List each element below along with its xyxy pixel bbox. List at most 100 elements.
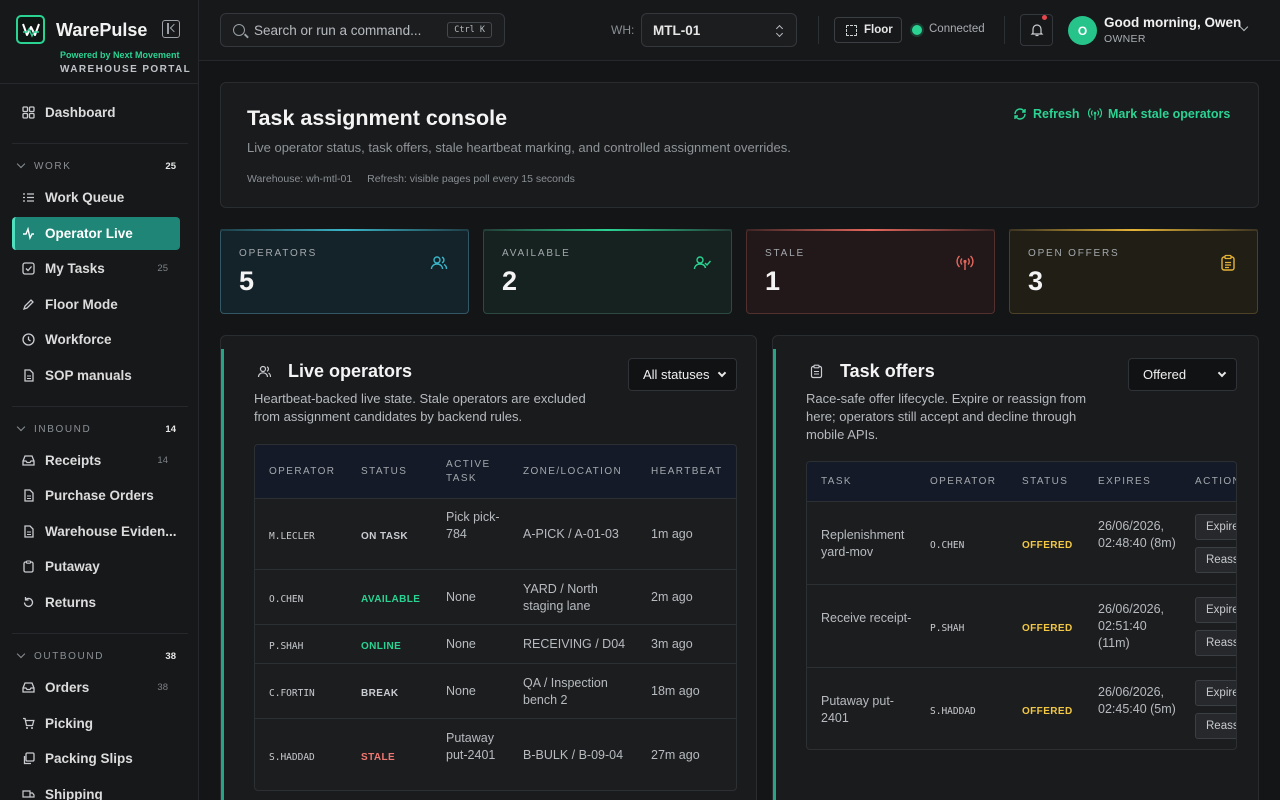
sidebar-item-returns[interactable]: Returns [12, 586, 180, 619]
sidebar-item-my-tasks[interactable]: My Tasks 25 [12, 252, 180, 285]
panel-description: Heartbeat-backed live state. Stale opera… [254, 391, 586, 424]
stat-card-open-offers: OPEN OFFERS 3 [1009, 229, 1258, 314]
section-title: INBOUND [34, 423, 92, 435]
mark-stale-label: Mark stale operators [1108, 107, 1231, 121]
check-square-icon [22, 262, 35, 275]
sidebar-item-label: Warehouse Eviden... [45, 524, 177, 539]
heartbeat: 3m ago [651, 637, 693, 651]
column-header: OPERATOR [269, 466, 336, 477]
chevron-down-icon [1217, 368, 1227, 378]
inbox-icon [22, 454, 35, 467]
offer-status-value: Offered [1143, 367, 1187, 382]
warehouse-meta: Warehouse: wh-mtl-01 [247, 173, 353, 185]
column-header: ZONE/LOCATION [523, 466, 623, 477]
floor-button[interactable]: Floor [834, 17, 902, 43]
reassign-button[interactable]: Reassign [1195, 712, 1236, 739]
inbox-icon [22, 681, 35, 694]
task-name: Replenishment yard-mov [821, 527, 905, 559]
collapse-sidebar-icon[interactable] [162, 20, 180, 38]
stat-card-operators: OPERATORS 5 [220, 229, 469, 314]
operator-name: P.SHAH [269, 641, 304, 652]
table-row: S.HADDAD STALE Putaway put-2401 B-BULK / B-… [255, 719, 736, 790]
topbar: Search or run a command... Ctrl K WH: MT… [199, 0, 1280, 61]
live-operators-panel: Live operators Heartbeat-backed live sta… [220, 335, 757, 800]
stat-label: OPERATORS [239, 248, 318, 259]
stat-label: OPEN OFFERS [1028, 248, 1120, 259]
refresh-meta: Refresh: visible pages poll every 15 sec… [367, 173, 575, 185]
powered-by: Powered by Next Movement [60, 50, 180, 60]
sidebar-item-dashboard[interactable]: Dashboard [12, 96, 180, 129]
document-icon [22, 525, 35, 538]
brand-name: WarePulse [56, 20, 148, 40]
return-icon [22, 596, 35, 609]
sidebar-item-label: Packing Slips [45, 751, 133, 766]
reassign-button[interactable]: Reassign [1195, 546, 1236, 573]
column-header: EXPIRES [1098, 476, 1152, 487]
zone-location: B-BULK / B-09-04 [523, 748, 624, 762]
stat-label: STALE [765, 248, 805, 259]
expire-button[interactable]: Expire [1195, 679, 1236, 706]
sidebar-item-receipts[interactable]: Receipts 14 [12, 444, 180, 477]
grid-icon [22, 106, 35, 119]
connection-status: Connected [929, 23, 985, 35]
section-outbound[interactable]: OUTBOUND 38 [16, 648, 176, 664]
sidebar-item-purchase-orders[interactable]: Purchase Orders [12, 479, 180, 512]
sidebar-item-workforce[interactable]: Workforce [12, 323, 180, 356]
sidebar-item-operator-live[interactable]: Operator Live [12, 217, 180, 250]
greeting-prefix: Good morning, [1104, 15, 1205, 30]
floor-label: Floor [864, 24, 893, 36]
heartbeat: 18m ago [651, 684, 700, 698]
section-count: 25 [165, 160, 176, 172]
refresh-button[interactable]: Refresh [1013, 107, 1080, 121]
users-icon [257, 365, 272, 378]
zone-location: RECEIVING / D04 [523, 637, 626, 651]
notifications-button[interactable] [1020, 14, 1053, 46]
avatar[interactable]: O [1068, 16, 1097, 45]
operator-name: O.CHEN [930, 540, 965, 551]
refresh-icon [1014, 108, 1026, 120]
task-name: Putaway put-2401 [821, 693, 894, 725]
table-row: C.FORTIN BREAK None QA / Inspection bench 2… [255, 664, 736, 719]
stat-card-available: AVAILABLE 2 [483, 229, 732, 314]
table-row: Putaway put-2401 S.HADDAD OFFERED 26/06/202… [807, 668, 1236, 749]
expire-button[interactable]: Expire [1195, 596, 1236, 623]
status-badge: BREAK [361, 688, 399, 699]
warepulse-logo[interactable] [16, 15, 45, 44]
sidebar-item-picking[interactable]: Picking [12, 707, 180, 740]
sidebar-item-floor-mode[interactable]: Floor Mode [12, 288, 180, 321]
portal-label: WAREHOUSE PORTAL [60, 64, 192, 75]
sidebar-item-label: SOP manuals [45, 368, 132, 383]
scan-icon [846, 24, 857, 36]
status-filter-select[interactable]: All statuses [628, 358, 737, 391]
stat-value: 5 [239, 266, 255, 296]
sidebar-item-sop-manuals[interactable]: SOP manuals [12, 359, 180, 392]
sidebar-item-orders[interactable]: Orders 38 [12, 671, 180, 704]
offer-status-select[interactable]: Offered [1128, 358, 1237, 391]
sidebar-item-label: Floor Mode [45, 297, 118, 312]
warehouse-select[interactable]: MTL-01 [641, 13, 797, 47]
reassign-button[interactable]: Reassign [1195, 629, 1236, 656]
sidebar-item-packing-slips[interactable]: Packing Slips [12, 742, 180, 775]
sidebar-item-label: Shipping [45, 787, 103, 800]
expire-button[interactable]: Expire [1195, 513, 1236, 540]
divider [12, 143, 188, 144]
mark-stale-button[interactable]: Mark stale operators [1088, 107, 1230, 121]
sidebar-item-shipping[interactable]: Shipping [12, 778, 180, 800]
task-offers-title: Task offers [840, 361, 935, 381]
sidebar-item-label: Dashboard [45, 105, 116, 120]
heartbeat: 27m ago [651, 748, 700, 762]
sidebar-item-work-queue[interactable]: Work Queue [12, 181, 180, 214]
status-badge: ON TASK [361, 531, 409, 542]
clipboard-icon [810, 364, 823, 379]
sidebar-item-warehouse-evidence[interactable]: Warehouse Eviden... [12, 515, 180, 548]
sidebar-item-label: Orders [45, 680, 90, 695]
search-input[interactable]: Search or run a command... Ctrl K [220, 13, 505, 47]
section-inbound[interactable]: INBOUND 14 [16, 421, 176, 437]
warehouse-value: MTL-01 [653, 22, 701, 38]
table-row: O.CHEN AVAILABLE None YARD / North staging … [255, 570, 736, 625]
divider [818, 16, 819, 44]
sidebar-item-putaway[interactable]: Putaway [12, 550, 180, 583]
pen-icon [22, 298, 35, 311]
section-work[interactable]: WORK 25 [16, 158, 176, 174]
zone-location: QA / Inspection bench 2 [523, 675, 608, 707]
